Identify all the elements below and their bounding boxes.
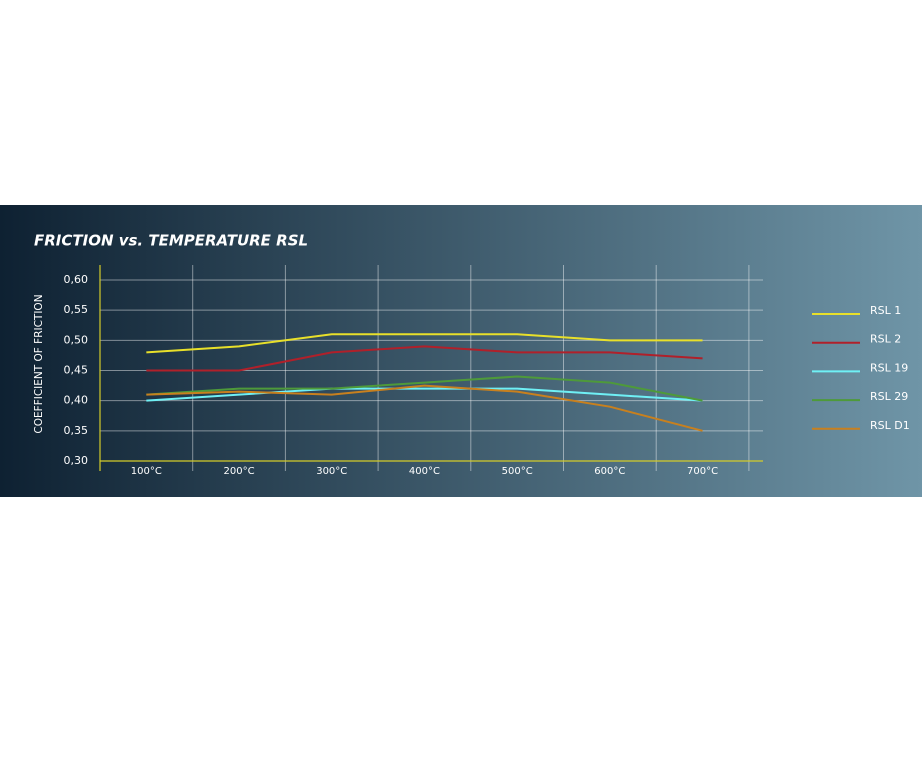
series-line — [146, 333, 703, 354]
y-axis-label: COEFFICIENT OF FRICTION — [33, 294, 45, 433]
x-tick-label: 700°C — [687, 466, 718, 477]
legend-label: RSL 2 — [870, 333, 901, 346]
x-tick-label: 200°C — [224, 466, 255, 477]
series-line — [146, 387, 703, 402]
series-line — [146, 345, 703, 372]
y-tick-label: 0,40 — [64, 394, 89, 407]
x-tick-label: 300°C — [316, 466, 347, 477]
y-tick-label: 0,60 — [64, 273, 89, 286]
legend-label: RSL 19 — [870, 361, 908, 374]
x-tick-label: 500°C — [502, 466, 533, 477]
y-tick-label: 0,50 — [64, 333, 89, 346]
y-tick-label: 0,35 — [64, 424, 89, 437]
legend-label: RSL D1 — [870, 419, 910, 432]
chart-title: FRICTION vs. TEMPERATURE RSL — [34, 232, 308, 250]
x-tick-label: 400°C — [409, 466, 440, 477]
x-tick-label: 600°C — [594, 466, 625, 477]
legend-label: RSL 29 — [870, 390, 908, 403]
series-line — [146, 384, 703, 432]
legend-label: RSL 1 — [870, 304, 901, 317]
series-line — [146, 375, 703, 402]
y-tick-label: 0,45 — [64, 364, 89, 377]
x-tick-label: 100°C — [131, 466, 162, 477]
y-tick-label: 0,30 — [64, 454, 89, 467]
y-tick-label: 0,55 — [64, 303, 89, 316]
